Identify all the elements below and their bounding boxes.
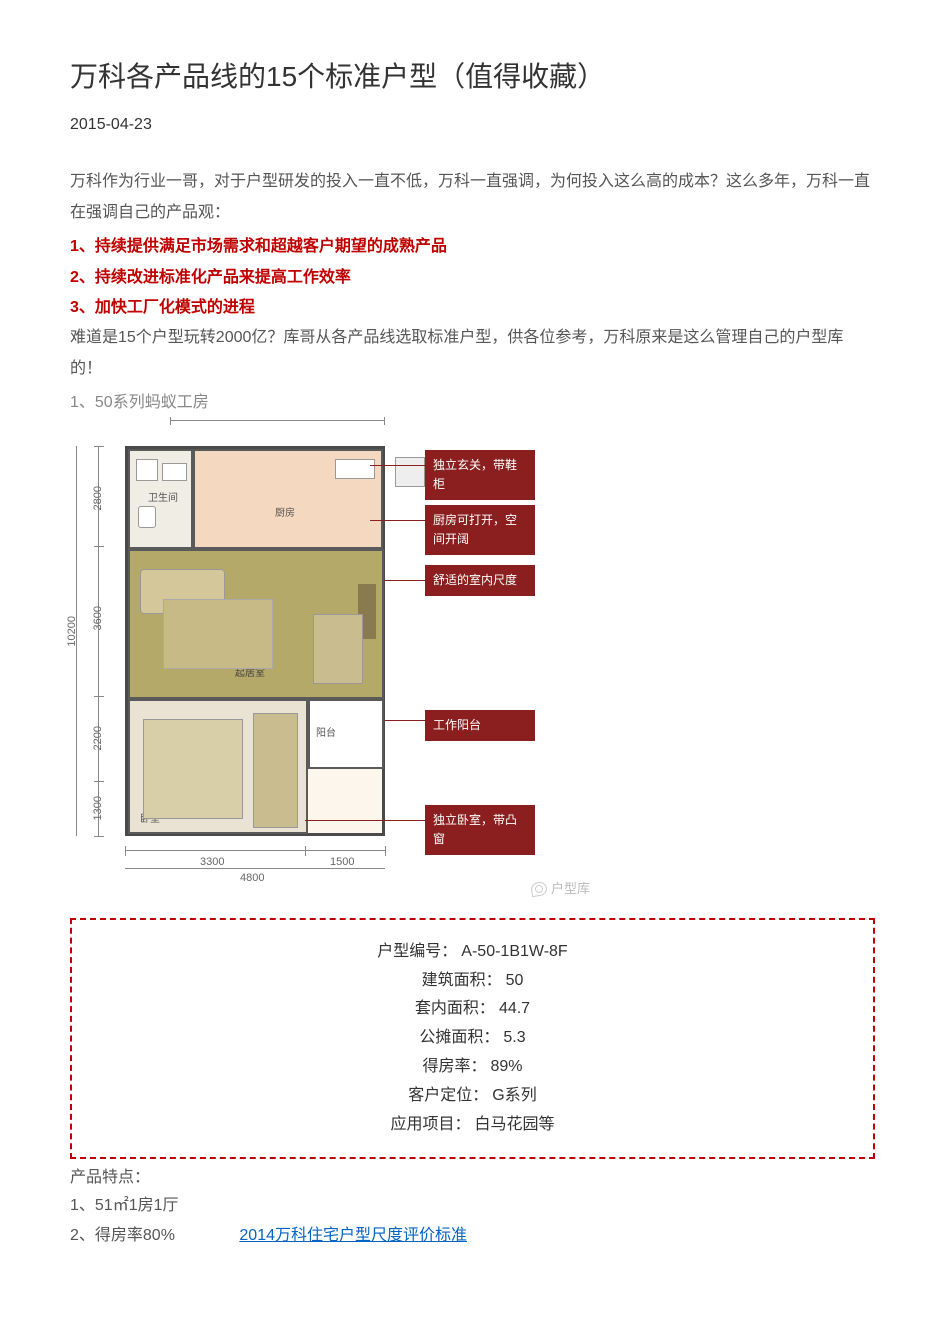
section-label: 1、50系列蚂蚁工房 <box>70 390 875 416</box>
room-kitchen: 厨房 <box>193 449 383 549</box>
label-bathroom: 卫生间 <box>148 491 178 507</box>
callout-interior: 舒适的室内尺度 <box>425 565 535 596</box>
point-1: 1、持续提供满足市场需求和超越客户期望的成熟产品 <box>70 232 875 262</box>
callout-entrance: 独立玄关，带鞋柜 <box>425 450 535 500</box>
room-balcony: 阳台 <box>308 699 384 769</box>
info-row: 建筑面积：50 <box>82 967 863 996</box>
furniture-rug <box>163 599 273 669</box>
callout-bedroom: 独立卧室，带凸窗 <box>425 805 535 855</box>
info-row: 套内面积：44.7 <box>82 995 863 1024</box>
info-box: 户型编号：A-50-1B1W-8F 建筑面积：50 套内面积：44.7 公摊面积… <box>70 918 875 1160</box>
plan-outline: 卫生间 厨房 起居室 卧室 阳台 <box>125 446 385 836</box>
furniture-bed <box>143 719 243 819</box>
dim-left-group: 10200 2800 3600 2200 1300 <box>70 446 120 836</box>
point-2: 2、持续改进标准化产品来提高工作效率 <box>70 263 875 293</box>
callout-kitchen: 厨房可打开，空间开阔 <box>425 505 535 555</box>
watermark: 户型库 <box>531 879 590 900</box>
callout-balcony: 工作阳台 <box>425 710 535 741</box>
feature-2-line: 2、得房率80% 2014万科住宅户型尺度评价标准 <box>70 1221 875 1251</box>
features-title: 产品特点： <box>70 1165 875 1191</box>
publish-date: 2015-04-23 <box>70 112 875 138</box>
floorplan-diagram: 10200 2800 3600 2200 1300 卫生间 厨房 起居室 卧室 <box>70 420 590 910</box>
feature-1: 1、51㎡1房1厅 <box>70 1191 875 1221</box>
label-balcony: 阳台 <box>316 726 336 742</box>
info-row: 得房率：89% <box>82 1053 863 1082</box>
dim-left-3: 2200 <box>90 726 108 750</box>
watermark-text: 户型库 <box>551 881 590 896</box>
dim-left-total: 10200 <box>64 616 82 647</box>
info-row: 应用项目：白马花园等 <box>82 1111 863 1140</box>
dim-bottom-total: 4800 <box>240 870 264 888</box>
dim-left-4: 1300 <box>90 796 108 820</box>
dim-left-2: 3600 <box>90 606 108 630</box>
point-3: 3、加快工厂化模式的进程 <box>70 293 875 323</box>
sub-intro: 难道是15个户型玩转2000亿？库哥从各产品线选取标准户型，供各位参考，万科原来… <box>70 323 875 384</box>
wechat-icon <box>530 881 548 898</box>
room-bathroom: 卫生间 <box>128 449 193 549</box>
page-title: 万科各产品线的15个标准户型（值得收藏） <box>70 55 875 100</box>
info-row: 客户定位：G系列 <box>82 1082 863 1111</box>
intro-paragraph: 万科作为行业一哥，对于户型研发的投入一直不低，万科一直强调，为何投入这么高的成本… <box>70 167 875 228</box>
dim-bottom-group: 3300 1500 4800 <box>125 846 385 880</box>
furniture-wardrobe <box>253 713 298 828</box>
label-kitchen: 厨房 <box>275 506 295 522</box>
furniture-desk <box>313 614 363 684</box>
info-row: 户型编号：A-50-1B1W-8F <box>82 938 863 967</box>
feature-2: 2、得房率80% <box>70 1227 175 1244</box>
standard-link[interactable]: 2014万科住宅户型尺度评价标准 <box>239 1227 467 1244</box>
dim-left-1: 2800 <box>90 486 108 510</box>
info-row: 公摊面积：5.3 <box>82 1024 863 1053</box>
dim-top <box>170 420 385 444</box>
